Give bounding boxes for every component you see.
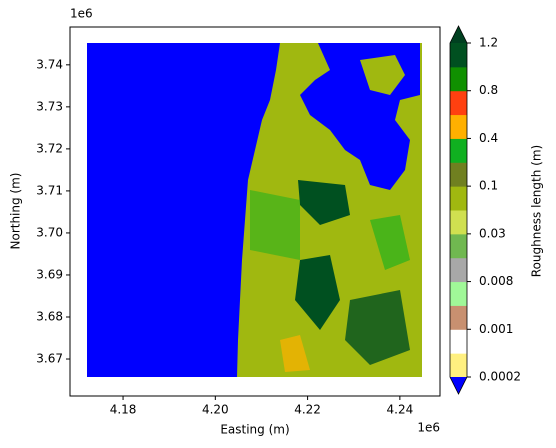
y-tick-label: 3.71 [36,183,63,197]
colorbar-extension-over [450,26,467,43]
colorbar-segment [450,114,467,139]
colorbar-segment [450,329,467,354]
colorbar-segment [450,90,467,116]
colorbar-tick-label: 1.2 [479,36,498,50]
colorbar-segment [450,210,467,235]
y-tick-label: 3.72 [36,141,63,155]
colorbar-segment [450,353,467,378]
vegetation [370,215,410,270]
colorbar-extension-under [450,377,467,394]
y-tick-label: 3.67 [36,352,63,366]
colorbar-tick-label: 0.001 [479,322,513,336]
raster-image [87,43,422,377]
y-tick-label: 3.73 [36,99,63,113]
y-axis-label: Northing (m) [9,173,23,250]
urban [280,335,310,372]
colorbar-segment [450,281,467,306]
colorbar-segment [450,43,467,68]
y-tick-label: 3.70 [36,225,63,239]
forest [295,255,340,330]
forest [298,180,350,225]
x-tick-label: 4.24 [387,403,414,417]
colorbar-segment [450,138,467,163]
y-tick-label: 3.74 [36,57,63,71]
colorbar-tick-label: 0.008 [479,274,513,288]
colorbar-tick-label: 0.8 [479,83,498,97]
colorbar-segment [450,66,467,92]
vegetation [250,190,300,260]
colorbar-segment [450,233,467,259]
y-offset-label: 1e6 [70,7,93,21]
sea [87,43,280,377]
y-tick-label: 3.69 [36,267,63,281]
x-axis-label: Easting (m) [220,423,289,437]
colorbar-segment [450,305,467,330]
x-tick-label: 4.22 [294,403,321,417]
colorbar-tick-label: 0.1 [479,179,498,193]
colorbar-tick-label: 0.03 [479,226,506,240]
colorbar-label: Roughness length (m) [530,145,544,277]
y-tick-label: 3.68 [36,309,63,323]
colorbar-segment [450,186,467,211]
x-tick-label: 4.20 [202,403,229,417]
forest [345,290,410,365]
colorbar-tick-label: 0.0002 [479,370,521,384]
island [360,55,405,95]
colorbar-segment [450,162,467,187]
colorbar-segment [450,257,467,283]
x-offset-label: 1e6 [417,421,440,435]
colorbar-tick-label: 0.4 [479,131,498,145]
x-tick-label: 4.18 [110,403,137,417]
axes-frame [69,26,441,397]
